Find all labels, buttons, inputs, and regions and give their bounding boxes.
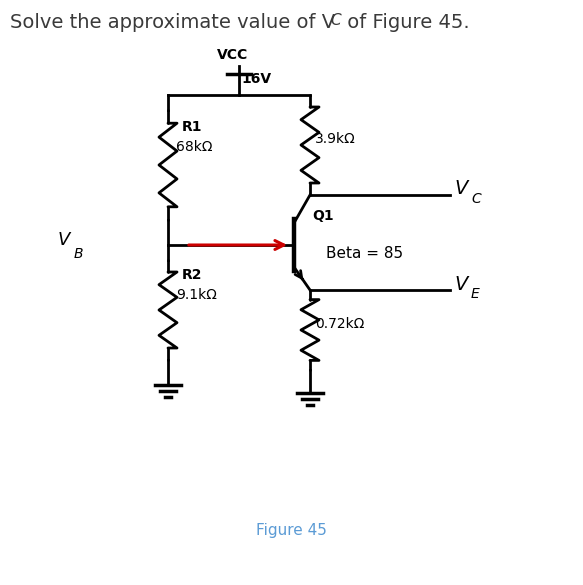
Text: B: B bbox=[74, 247, 83, 261]
Text: V: V bbox=[454, 180, 468, 198]
Text: 16V: 16V bbox=[241, 72, 271, 86]
Text: of Figure 45.: of Figure 45. bbox=[341, 13, 470, 32]
Text: 3.9kΩ: 3.9kΩ bbox=[315, 132, 356, 146]
Text: Beta = 85: Beta = 85 bbox=[326, 246, 403, 260]
Text: C: C bbox=[330, 13, 340, 28]
Text: Solve the approximate value of V: Solve the approximate value of V bbox=[10, 13, 335, 32]
Text: R2: R2 bbox=[182, 268, 202, 282]
Text: R1: R1 bbox=[182, 120, 202, 134]
Text: V: V bbox=[454, 274, 468, 294]
Text: C: C bbox=[471, 192, 481, 206]
Text: Q1: Q1 bbox=[312, 209, 333, 223]
Text: 68kΩ: 68kΩ bbox=[176, 140, 212, 154]
Text: 0.72kΩ: 0.72kΩ bbox=[315, 317, 364, 331]
Text: Figure 45: Figure 45 bbox=[255, 522, 326, 538]
Text: 9.1kΩ: 9.1kΩ bbox=[176, 288, 217, 302]
Text: VCC: VCC bbox=[217, 48, 248, 62]
Text: V: V bbox=[58, 231, 71, 249]
Text: E: E bbox=[471, 287, 480, 301]
